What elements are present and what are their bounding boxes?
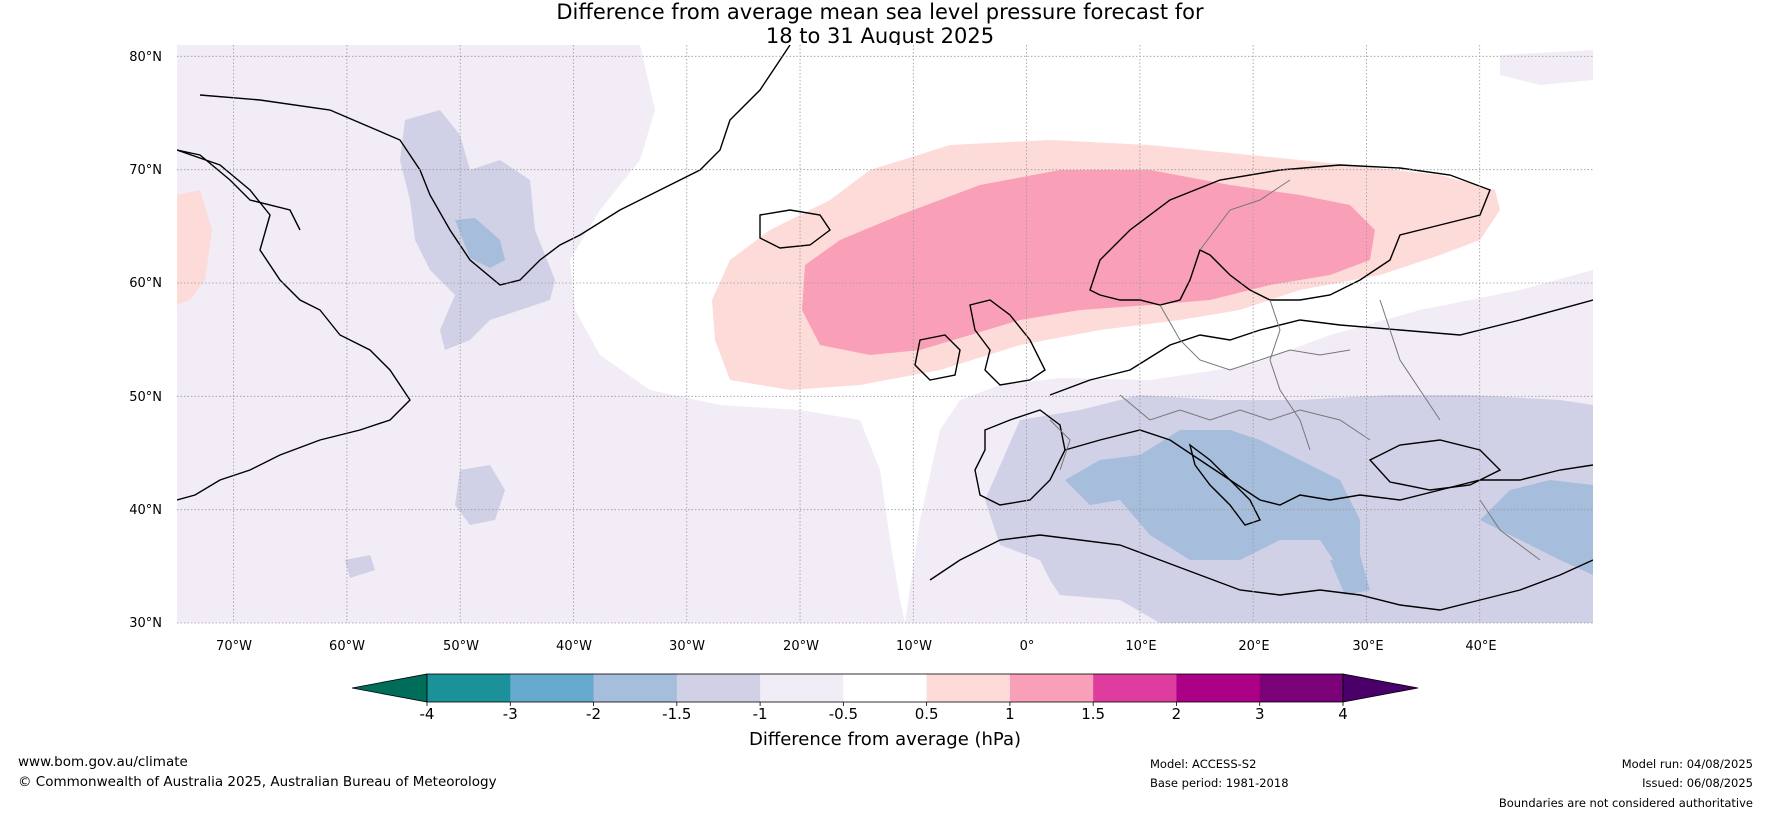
colorbar-tick-label: -2 — [586, 705, 601, 723]
colorbar-extend-high — [1342, 673, 1419, 703]
latitude-labels: 80°N 70°N 60°N 50°N 40°N 30°N — [129, 50, 162, 631]
border-line — [1119, 394, 1371, 441]
colorbar-tick-label: -1 — [753, 705, 768, 723]
mediterranean-coast — [1064, 429, 1593, 506]
lon-label: 40°E — [1465, 639, 1496, 654]
lat-label: 80°N — [129, 50, 162, 65]
lat-label: 70°N — [129, 163, 162, 178]
colorbar-tick-label: 4 — [1338, 705, 1348, 723]
pressure-anomaly-layer — [177, 45, 1593, 623]
lon-label: 20°W — [783, 639, 819, 654]
footer-model-run: Model run: 04/08/2025 — [1621, 757, 1753, 771]
lat-label: 50°N — [129, 390, 162, 405]
iceland-coast — [759, 209, 831, 249]
lon-label: 50°W — [443, 639, 479, 654]
lon-label: 40°W — [556, 639, 592, 654]
anomaly-region-neg15-greenland — [455, 218, 505, 268]
border-line — [1199, 179, 1291, 251]
colorbar-tick-label: 0.5 — [915, 705, 939, 723]
colorbar-segment — [1259, 674, 1344, 702]
europe-coast — [1049, 299, 1593, 396]
colorbar-tick-label: 1 — [1005, 705, 1015, 723]
lon-label: 60°W — [329, 639, 365, 654]
colorbar-segment — [1009, 674, 1094, 702]
lon-label: 0° — [1020, 639, 1035, 654]
chart-title: Difference from average mean sea level p… — [0, 0, 1770, 48]
anomaly-region-neg15-small — [1330, 555, 1370, 595]
lat-label: 60°N — [129, 276, 162, 291]
north-africa-coast — [929, 534, 1593, 611]
colorbar-segment — [926, 674, 1011, 702]
graticule — [177, 45, 1593, 624]
colorbar-segment — [427, 674, 511, 702]
colorbar-extend-low — [351, 673, 428, 703]
anomaly-region-neg05-west — [177, 45, 905, 623]
colorbar-segment — [510, 674, 595, 702]
anomaly-region-neg15-med — [1065, 430, 1360, 570]
anomaly-region-neg05-north — [1500, 50, 1593, 85]
labrador-coast — [177, 149, 411, 501]
lon-label: 10°E — [1125, 639, 1156, 654]
colorbar — [351, 673, 1419, 706]
anomaly-region-pos05-west — [177, 190, 212, 305]
colorbar-tick-label: 1.5 — [1081, 705, 1105, 723]
lon-label: 30°W — [669, 639, 705, 654]
title-line-2: 18 to 31 August 2025 — [765, 24, 995, 48]
lat-label: 30°N — [129, 616, 162, 631]
iberia-coast — [974, 409, 1066, 506]
footer-disclaimer: Boundaries are not considered authoritat… — [1498, 796, 1753, 810]
lon-label: 20°E — [1238, 639, 1269, 654]
lat-label: 40°N — [129, 503, 162, 518]
british-isles-coast — [969, 299, 1046, 386]
colorbar-tick-label: 3 — [1255, 705, 1265, 723]
colorbar-segment — [843, 674, 928, 702]
colorbar-segment — [1176, 674, 1261, 702]
lon-label: 30°E — [1352, 639, 1383, 654]
footer-issued: Issued: 06/08/2025 — [1642, 776, 1753, 790]
anomaly-region-neg1-small — [345, 555, 375, 578]
footer-model: Model: ACCESS-S2 — [1150, 757, 1257, 771]
coastlines — [177, 45, 1593, 611]
colorbar-tick-label: -4 — [420, 705, 435, 723]
anomaly-region-pos1 — [802, 170, 1375, 355]
footer-base-period: Base period: 1981-2018 — [1150, 776, 1289, 790]
colorbar-tick-labels: -4 -3 -2 -1.5 -1 -0.5 0.5 1 1.5 2 3 4 — [420, 705, 1348, 723]
lon-label: 70°W — [216, 639, 252, 654]
colorbar-tick-label: -0.5 — [829, 705, 858, 723]
ireland-coast — [914, 334, 961, 381]
scandinavia-coast — [1089, 164, 1491, 306]
title-line-1: Difference from average mean sea level p… — [556, 0, 1204, 24]
colorbar-segment — [593, 674, 678, 702]
border-line — [1159, 304, 1351, 371]
lon-label: 10°W — [896, 639, 932, 654]
colorbar-tick-label: -1.5 — [662, 705, 691, 723]
italy-coast — [1188, 443, 1261, 526]
country-borders — [1049, 179, 1541, 561]
border-line — [1269, 299, 1311, 451]
border-line — [1379, 299, 1441, 421]
greenland-coast — [199, 45, 791, 286]
black-sea-coast — [1368, 439, 1502, 491]
colorbar-tick-label: -3 — [503, 705, 518, 723]
border-line — [1049, 419, 1071, 471]
colorbar-segment — [1093, 674, 1177, 702]
longitude-labels: 70°W 60°W 50°W 40°W 30°W 20°W 10°W 0° 10… — [216, 639, 1497, 654]
footer-website: www.bom.gov.au/climate — [18, 754, 188, 770]
footer-copyright: © Commonwealth of Australia 2025, Austra… — [18, 774, 497, 790]
colorbar-segment — [760, 674, 844, 702]
colorbar-segment — [676, 674, 761, 702]
colorbar-outline — [426, 673, 1344, 703]
anomaly-region-neg15-east — [1480, 480, 1593, 575]
colorbar-title: Difference from average (hPa) — [749, 729, 1021, 750]
colorbar-tick-label: 2 — [1172, 705, 1182, 723]
baffin-coast — [177, 149, 301, 231]
